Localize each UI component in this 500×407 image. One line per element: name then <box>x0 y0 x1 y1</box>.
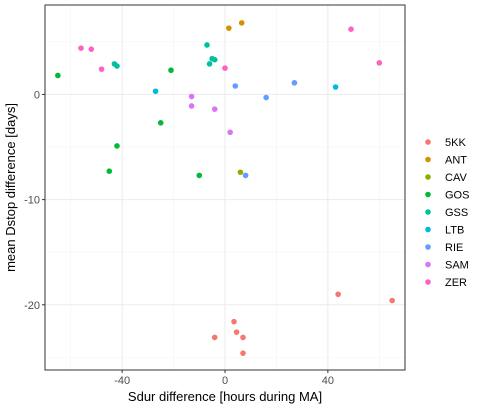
data-point-gos <box>55 72 61 79</box>
data-point-zer <box>88 46 95 52</box>
data-point-gss <box>204 42 210 48</box>
data-point-zer <box>222 65 228 71</box>
data-point-gos <box>157 120 164 126</box>
legend-key <box>425 244 431 250</box>
legend-label: GSS <box>445 207 468 219</box>
grid <box>45 5 405 370</box>
data-point-gos <box>196 172 203 179</box>
legend-label: GOS <box>445 190 469 202</box>
legend-label: RIE <box>445 242 463 254</box>
data-point-rie <box>232 83 239 89</box>
legend-label: ZER <box>445 277 467 289</box>
data-point-sam <box>211 106 218 112</box>
legend-item-gss: GSS <box>425 207 468 219</box>
legend-label: 5KK <box>445 137 466 149</box>
data-point-zer <box>348 26 354 32</box>
data-point-cav <box>237 169 244 176</box>
data-point-ant <box>238 20 245 26</box>
y-tick-label: -20 <box>24 300 40 312</box>
data-point-ltb <box>152 88 159 95</box>
data-point-gos <box>106 168 113 174</box>
legend-label: CAV <box>445 172 467 184</box>
data-point-5kk <box>389 297 395 304</box>
legend-key <box>425 226 431 233</box>
x-tick-label: -40 <box>114 375 130 387</box>
legend-item-zer: ZER <box>425 277 467 289</box>
data-point-5kk <box>240 334 246 341</box>
data-point-5kk <box>211 334 218 341</box>
data-point-gss <box>206 61 213 67</box>
y-tick-label: 0 <box>34 89 40 101</box>
data-point-rie <box>263 94 269 101</box>
data-point-sam <box>227 129 233 136</box>
data-point-rie <box>242 172 249 179</box>
data-point-zer <box>78 45 84 51</box>
data-point-5kk <box>335 291 341 298</box>
data-point-5kk <box>240 350 246 356</box>
data-point-zer <box>376 60 383 66</box>
legend-key <box>425 139 431 145</box>
data-points <box>55 20 395 356</box>
legend-key <box>425 209 431 215</box>
legend-label: LTB <box>445 225 464 237</box>
legend-item-ant: ANT <box>425 155 467 167</box>
data-point-gos <box>168 67 174 74</box>
legend-key <box>425 261 431 268</box>
x-tick-label: 0 <box>222 375 228 387</box>
legend-key <box>425 156 431 163</box>
legend-key <box>425 191 431 198</box>
data-point-gss <box>114 63 120 69</box>
legend-item-sam: SAM <box>425 260 469 272</box>
legend-item-5kk: 5KK <box>425 137 466 149</box>
data-point-ltb <box>332 84 339 90</box>
data-point-5kk <box>231 318 237 325</box>
data-point-zer <box>98 66 105 72</box>
legend: 5KK ANT CAV GOS GSS LTB RIE SAM ZER <box>425 137 469 289</box>
legend-label: SAM <box>445 260 469 272</box>
data-point-5kk <box>233 329 240 335</box>
data-point-sam <box>188 93 195 100</box>
legend-item-cav: CAV <box>425 172 467 184</box>
data-point-rie <box>291 80 298 86</box>
data-point-sam <box>188 103 195 109</box>
axis-ticks: -40 0 40 0 -10 -20 <box>24 89 334 387</box>
data-point-gss <box>211 56 218 63</box>
y-axis-title: mean Dstop difference [days] <box>3 103 18 272</box>
legend-item-gos: GOS <box>425 190 469 202</box>
legend-key <box>425 279 431 285</box>
x-axis-title: Sdur difference [hours during MA] <box>128 389 322 404</box>
data-point-ant <box>226 25 232 31</box>
legend-label: ANT <box>445 155 467 167</box>
legend-item-rie: RIE <box>425 242 463 254</box>
legend-item-ltb: LTB <box>425 225 464 237</box>
x-tick-label: 40 <box>322 375 334 387</box>
y-tick-label: -10 <box>24 195 40 207</box>
data-point-gos <box>114 143 120 149</box>
legend-key <box>425 174 431 180</box>
